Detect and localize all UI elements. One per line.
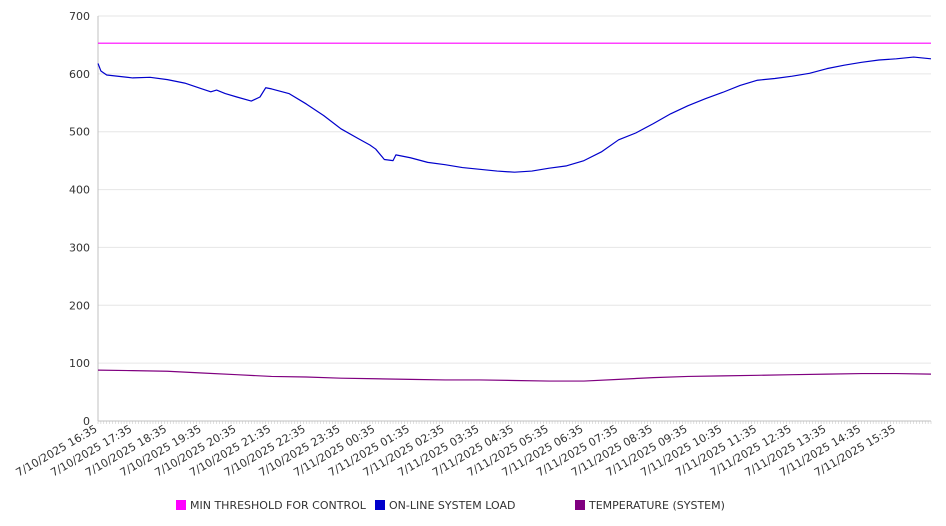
legend-swatch (176, 500, 186, 510)
y-tick-label: 700 (69, 10, 90, 23)
y-axis: 0 100 200 300 400 500 600 700 (69, 10, 99, 428)
legend-label: ON-LINE SYSTEM LOAD (389, 499, 515, 512)
series-lines (97, 42, 932, 382)
y-tick-label: 0 (83, 415, 90, 428)
legend-label: MIN THRESHOLD FOR CONTROL (190, 499, 367, 512)
y-tick-label: 500 (69, 126, 90, 139)
series-line (97, 56, 932, 173)
grid-lines (98, 15, 931, 422)
y-tick-label: 200 (69, 299, 90, 312)
x-axis: 7/10/2025 16:357/10/2025 17:357/10/2025 … (14, 420, 932, 479)
y-tick-label: 100 (69, 357, 90, 370)
legend: MIN THRESHOLD FOR CONTROL ON-LINE SYSTEM … (176, 499, 725, 512)
y-tick-label: 600 (69, 68, 90, 81)
y-tick-label: 300 (69, 241, 90, 254)
y-tick-label: 400 (69, 184, 90, 197)
legend-label: TEMPERATURE (SYSTEM) (588, 499, 725, 512)
legend-swatch (575, 500, 585, 510)
series-line (97, 369, 932, 382)
legend-swatch (375, 500, 385, 510)
